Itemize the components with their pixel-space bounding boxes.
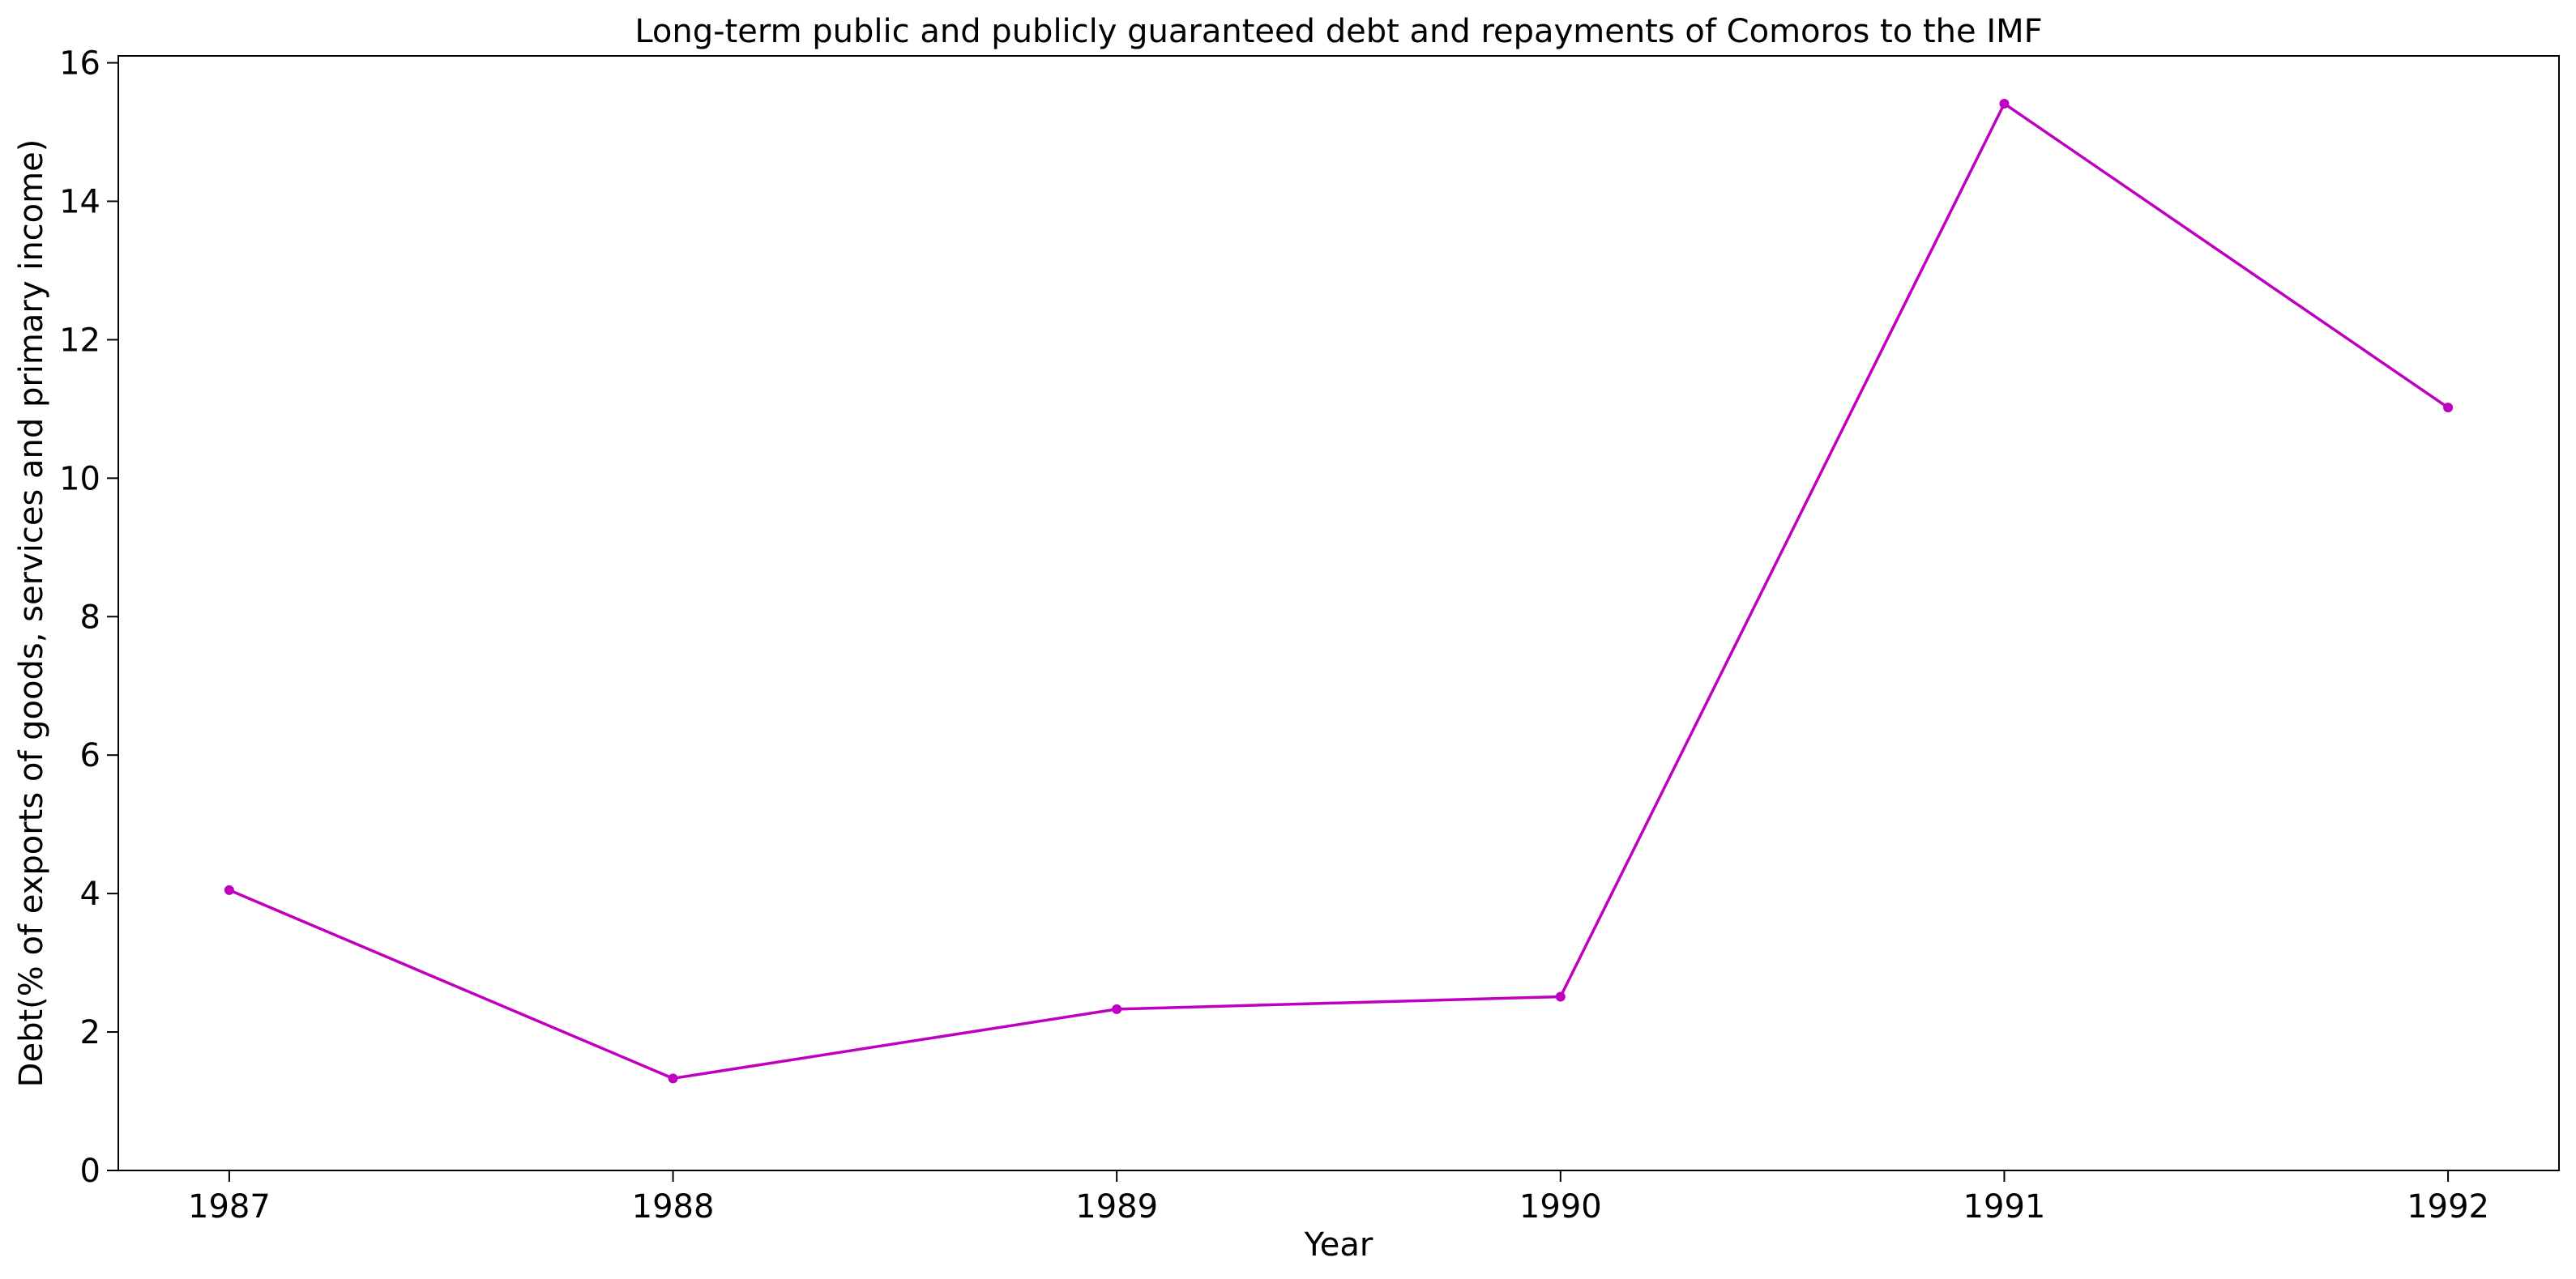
data-point <box>1112 1004 1122 1014</box>
x-tick-label: 1991 <box>1963 1188 2046 1226</box>
series-group <box>224 98 2454 1084</box>
chart-title: Long-term public and publicly guaranteed… <box>634 13 2042 50</box>
plot-frame <box>117 55 2560 1171</box>
data-point <box>1999 98 2010 109</box>
y-tick-label: 16 <box>59 45 100 83</box>
y-tick-label: 10 <box>59 460 100 497</box>
y-tick-label: 8 <box>80 599 100 636</box>
y-tick-label: 6 <box>80 737 100 774</box>
y-axis-ticks: 0 2 4 6 8 10 12 14 16 <box>59 45 118 1190</box>
data-point <box>2443 403 2454 413</box>
x-axis-ticks: 1987 1988 1989 1990 1991 1992 <box>188 1170 2489 1226</box>
data-point <box>668 1073 678 1084</box>
x-tick-label: 1990 <box>1519 1188 1602 1226</box>
x-tick-label: 1987 <box>188 1188 271 1226</box>
y-tick-label: 2 <box>80 1014 100 1051</box>
x-tick-label: 1988 <box>632 1188 715 1226</box>
x-axis-label: Year <box>1304 1226 1373 1264</box>
x-tick-label: 1992 <box>2407 1188 2489 1226</box>
y-tick-label: 14 <box>59 183 100 220</box>
y-tick-label: 0 <box>80 1153 100 1190</box>
y-tick-label: 4 <box>80 876 100 913</box>
series-line <box>229 102 2450 1081</box>
data-point <box>1555 991 1566 1002</box>
y-tick-label: 12 <box>59 322 100 359</box>
x-tick-label: 1989 <box>1075 1188 1158 1226</box>
y-axis-label: Debt(% of exports of goods, services and… <box>13 139 50 1088</box>
data-point <box>224 885 234 895</box>
